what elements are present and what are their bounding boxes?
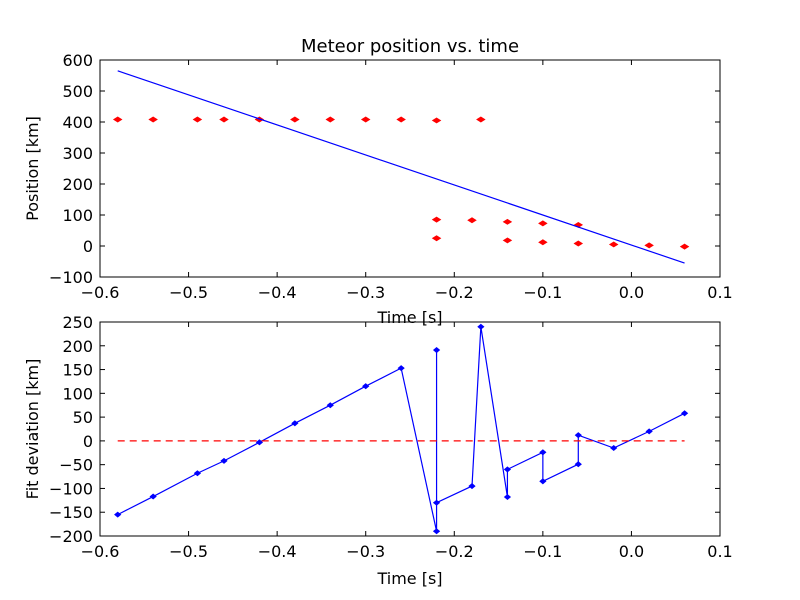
data-point bbox=[290, 116, 300, 123]
x-tick-label: −0.2 bbox=[435, 542, 474, 561]
deviation-plot-frame bbox=[99, 321, 721, 537]
chart-title: Meteor position vs. time bbox=[301, 36, 519, 57]
y-tick-label: 400 bbox=[62, 113, 93, 132]
y-tick-label: 250 bbox=[62, 313, 93, 332]
data-point bbox=[467, 217, 477, 224]
data-point bbox=[645, 428, 653, 435]
position-chart-ticks: −0.6 −0.5 −0.4 −0.3 −0.2 −0.1 0.0 0.1 −100 0 100 20… bbox=[49, 51, 733, 302]
y-tick-label: 200 bbox=[62, 175, 93, 194]
data-point bbox=[148, 116, 158, 123]
data-point bbox=[539, 478, 547, 485]
data-point bbox=[574, 461, 582, 468]
y-tick-label: 150 bbox=[62, 361, 93, 380]
x-tick-label: −0.1 bbox=[523, 542, 562, 561]
deviation-chart-ticks: −0.6 −0.5 −0.4 −0.3 −0.2 −0.1 0.0 0.1 −200 −150 −1… bbox=[49, 313, 733, 561]
x-tick-label: −0.6 bbox=[81, 283, 120, 302]
x-tick-label: −0.3 bbox=[346, 542, 385, 561]
position-y-axis-label: Position [km] bbox=[23, 116, 42, 221]
data-point bbox=[574, 432, 582, 439]
data-point bbox=[432, 528, 441, 535]
data-point bbox=[608, 241, 619, 248]
position-plot-frame bbox=[99, 59, 721, 278]
data-point bbox=[432, 499, 441, 506]
data-point bbox=[680, 410, 689, 417]
data-point bbox=[431, 235, 442, 242]
data-point bbox=[476, 116, 486, 123]
data-point bbox=[610, 445, 618, 452]
y-tick-label: −100 bbox=[49, 268, 93, 287]
y-tick-label: 300 bbox=[62, 144, 93, 163]
data-point bbox=[326, 402, 334, 409]
data-point bbox=[114, 511, 122, 518]
x-tick-label: −0.5 bbox=[169, 542, 208, 561]
y-tick-label: −100 bbox=[49, 479, 93, 498]
deviation-x-axis-label: Time [s] bbox=[376, 569, 442, 588]
data-point bbox=[502, 218, 513, 225]
y-tick-label: −50 bbox=[59, 456, 93, 475]
y-tick-label: 100 bbox=[62, 384, 93, 403]
y-tick-label: 50 bbox=[73, 408, 93, 427]
x-tick-label: 0.1 bbox=[707, 283, 732, 302]
x-tick-label: 0.0 bbox=[619, 283, 644, 302]
y-tick-label: 500 bbox=[62, 82, 93, 101]
x-tick-label: −0.3 bbox=[346, 283, 385, 302]
data-point bbox=[360, 116, 371, 123]
data-point bbox=[503, 493, 512, 501]
x-tick-label: 0.0 bbox=[619, 542, 644, 561]
x-tick-label: −0.4 bbox=[258, 542, 297, 561]
data-point bbox=[397, 365, 405, 372]
deviation-chart: −0.6 −0.5 −0.4 −0.3 −0.2 −0.1 0.0 0.1 −200 −150 −1… bbox=[23, 313, 733, 588]
data-point bbox=[644, 242, 654, 249]
data-point bbox=[503, 466, 512, 473]
y-tick-label: 200 bbox=[62, 337, 93, 356]
position-chart-marks bbox=[112, 70, 690, 264]
data-point bbox=[193, 470, 202, 477]
data-point bbox=[219, 116, 229, 123]
position-chart: Meteor position vs. time −0.6 −0.5 −0.4 −0.… bbox=[23, 36, 733, 327]
data-point bbox=[149, 493, 157, 500]
deviation-chart-marks bbox=[114, 323, 689, 535]
data-point bbox=[431, 216, 442, 223]
data-point bbox=[431, 117, 442, 124]
deviation-y-axis-label: Fit deviation [km] bbox=[23, 359, 42, 500]
series-line bbox=[117, 326, 685, 532]
data-point bbox=[291, 420, 299, 427]
data-point bbox=[679, 243, 690, 250]
y-tick-label: 0 bbox=[83, 237, 93, 256]
position-x-axis-label: Time [s] bbox=[376, 308, 442, 327]
y-tick-label: 0 bbox=[83, 432, 93, 451]
data-point bbox=[362, 383, 370, 390]
data-point bbox=[477, 323, 485, 330]
data-point bbox=[112, 116, 123, 123]
data-point bbox=[538, 220, 548, 227]
x-tick-label: −0.5 bbox=[169, 283, 208, 302]
x-tick-label: −0.2 bbox=[435, 283, 474, 302]
data-point bbox=[220, 457, 228, 464]
data-point bbox=[255, 439, 264, 446]
x-tick-label: −0.6 bbox=[81, 542, 120, 561]
data-point bbox=[396, 116, 406, 123]
data-point bbox=[468, 483, 476, 490]
y-tick-label: −200 bbox=[49, 527, 93, 546]
data-point bbox=[573, 240, 584, 247]
series-line bbox=[117, 70, 685, 264]
x-tick-label: −0.1 bbox=[523, 283, 562, 302]
y-tick-label: 100 bbox=[62, 206, 93, 225]
data-point bbox=[192, 116, 203, 123]
x-tick-label: −0.4 bbox=[258, 283, 297, 302]
x-tick-label: 0.1 bbox=[707, 542, 732, 561]
data-point bbox=[538, 239, 548, 246]
data-point bbox=[502, 237, 513, 244]
data-point bbox=[539, 449, 547, 456]
y-tick-label: 600 bbox=[62, 51, 93, 70]
data-point bbox=[325, 116, 336, 123]
data-point bbox=[432, 347, 441, 354]
y-tick-label: −150 bbox=[49, 503, 93, 522]
